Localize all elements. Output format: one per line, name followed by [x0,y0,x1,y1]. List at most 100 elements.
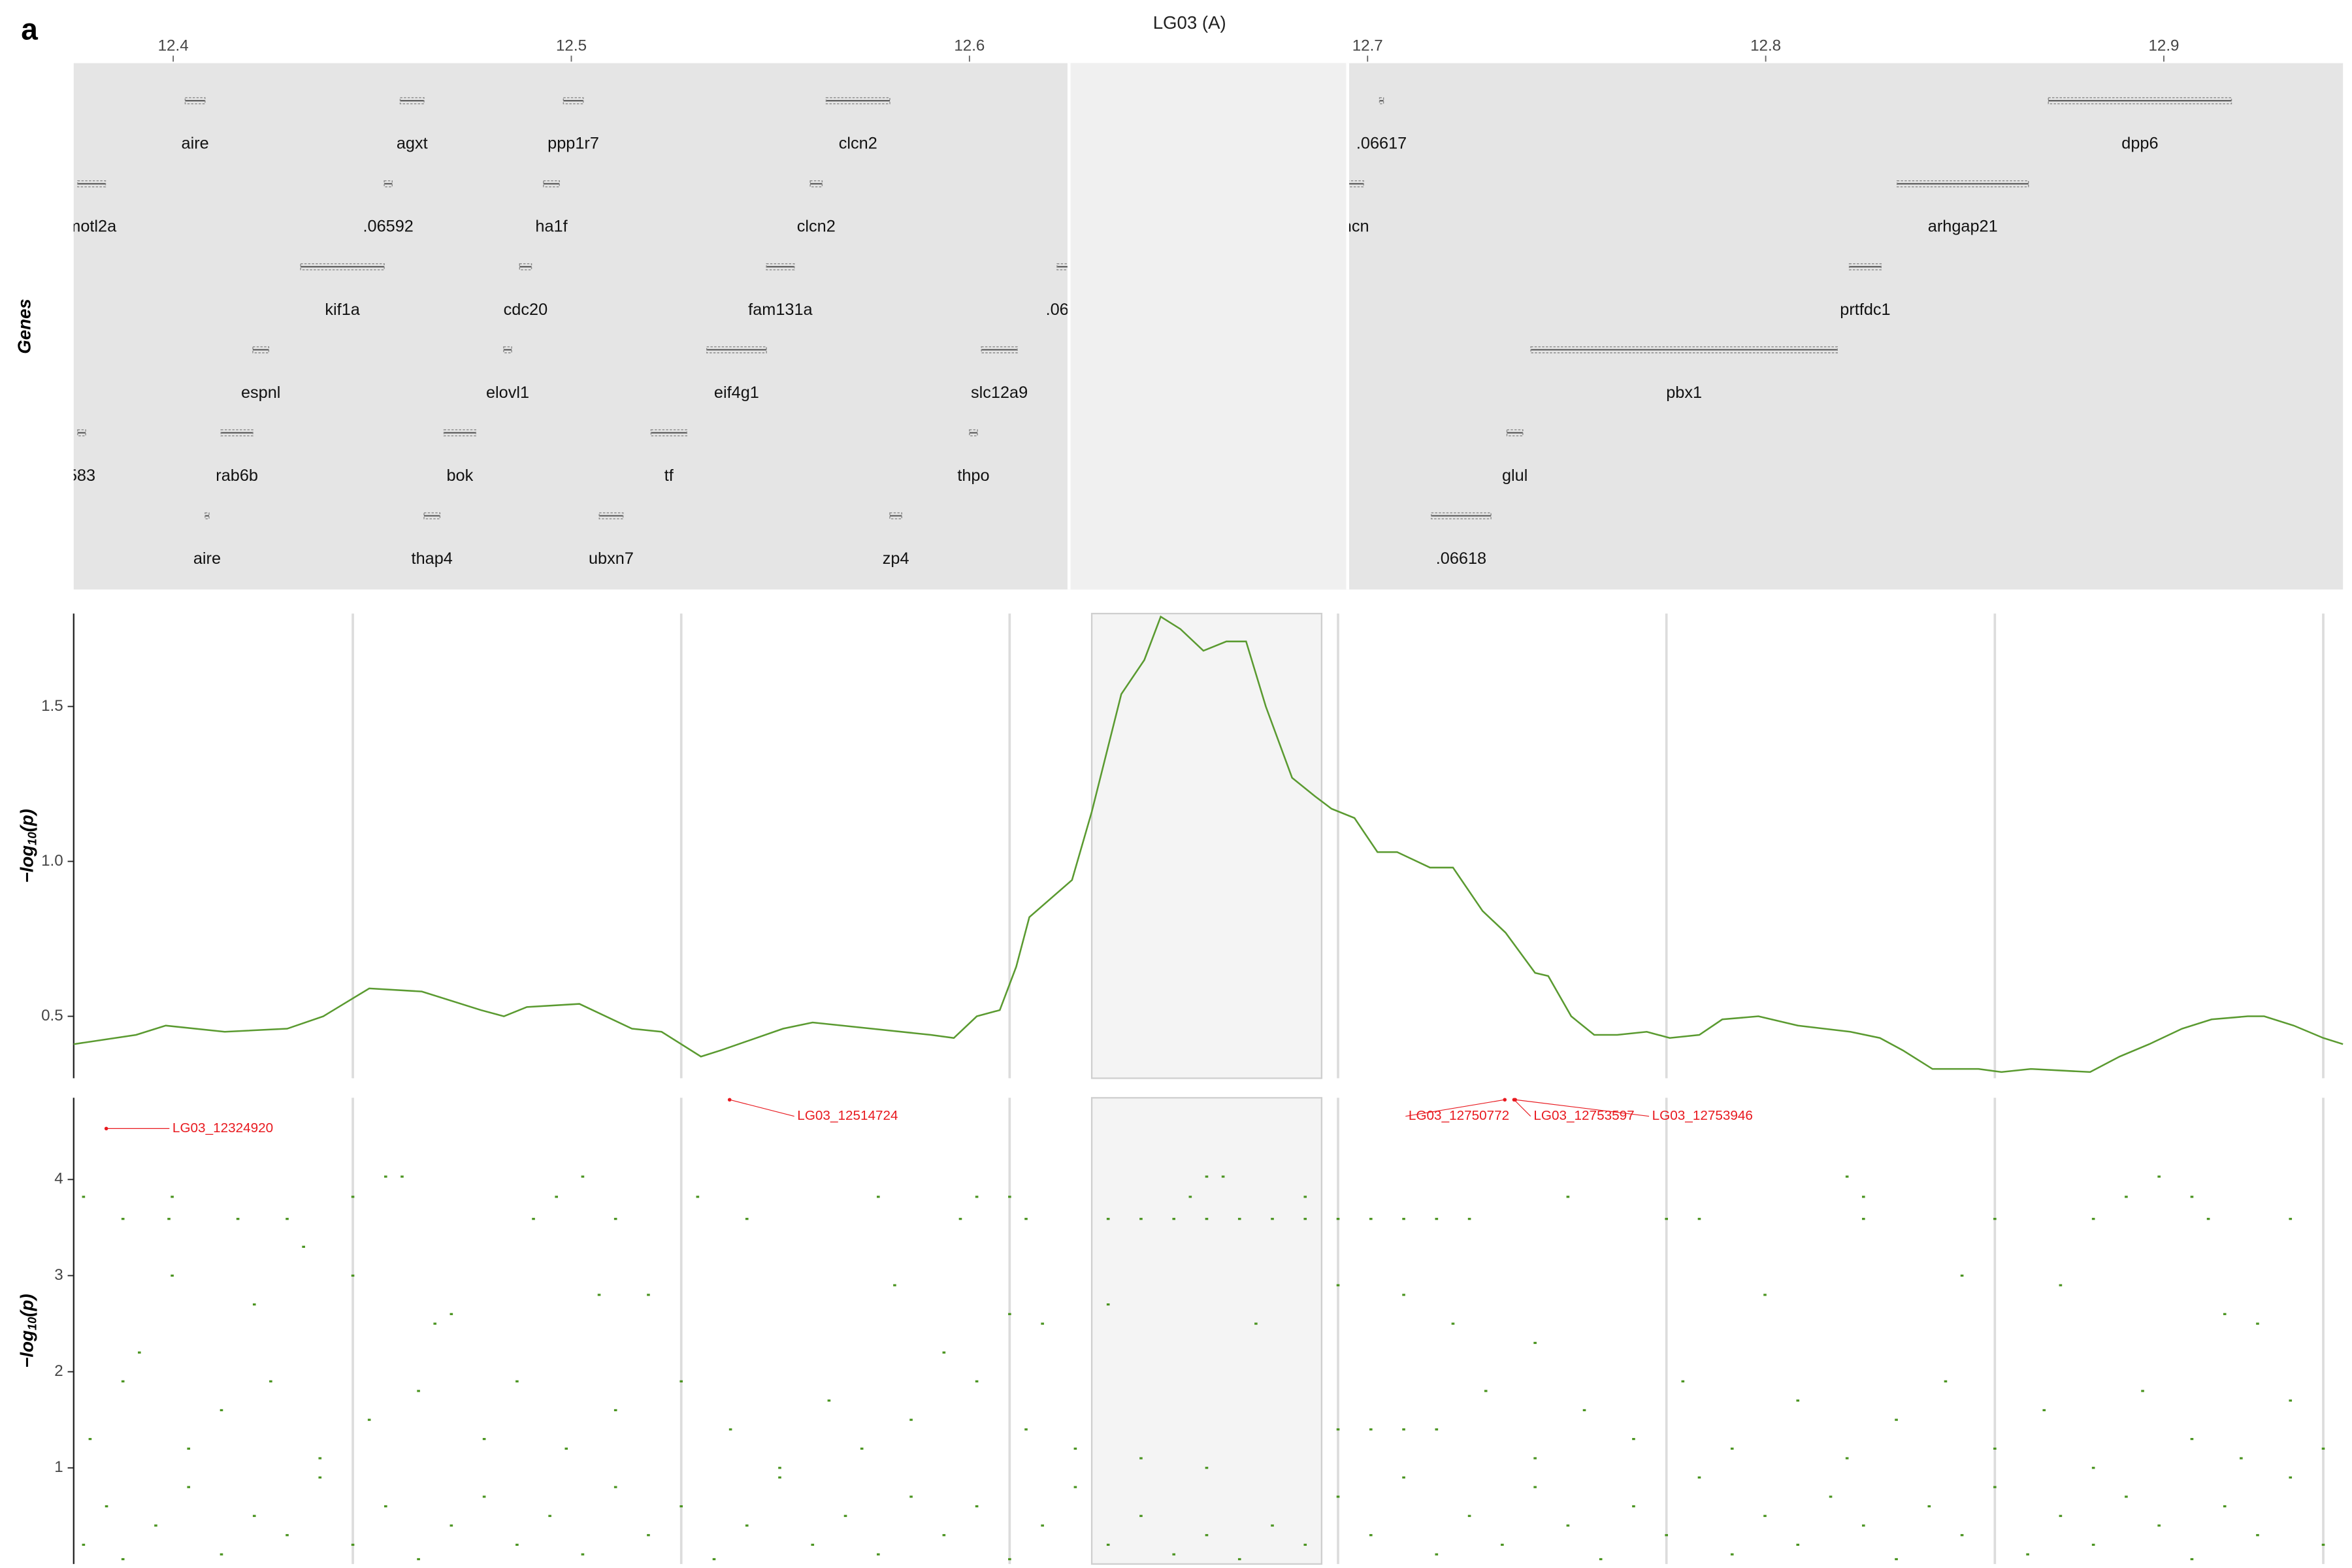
point [877,1553,880,1556]
highlight-region [1069,63,1348,590]
x-tick-label: 12.5 [556,37,587,55]
line-series [73,615,2344,1073]
gene-label: clcn2 [839,135,877,153]
point [2125,1196,2128,1198]
gene-body [650,429,687,436]
gene-body [2048,97,2232,105]
point [1336,1495,1340,1498]
point [433,1322,437,1325]
point [2091,1218,2095,1220]
annotation-leader [1514,1099,1531,1117]
gene-body [1379,97,1384,105]
gene-body [204,512,210,519]
point [1845,1457,1849,1460]
point [449,1524,453,1527]
point [827,1399,831,1402]
point [2091,1543,2095,1546]
point [1041,1524,1044,1527]
point [351,1196,355,1198]
gene-body [77,180,106,188]
point [647,1534,650,1537]
point [82,1543,86,1546]
point [220,1553,223,1556]
point [975,1505,979,1508]
point [167,1218,171,1220]
point [220,1409,223,1412]
point [555,1196,559,1198]
point [449,1313,453,1315]
point [105,1505,108,1508]
point [1451,1322,1455,1325]
point [1024,1428,1028,1431]
point [88,1437,92,1441]
point [482,1495,486,1498]
point [564,1447,568,1450]
point [1303,1196,1307,1198]
point [1665,1534,1669,1537]
point [1205,1534,1209,1537]
point [318,1476,322,1479]
gene-label: .06617 [1356,135,1407,153]
gene-body [706,346,767,353]
point [121,1218,125,1220]
y-tick-label: 1.0 [41,852,63,870]
annotation-point [104,1126,108,1131]
gene-body [598,512,624,519]
y-axis-title: −log10(p) [17,809,39,883]
point [400,1175,404,1178]
point [1681,1380,1685,1382]
gene-body [300,263,385,270]
point [1960,1274,1964,1277]
point [1172,1553,1176,1556]
point [1993,1218,1997,1220]
point [1254,1322,1258,1325]
highlight-region [1090,612,1323,1079]
point [1829,1495,1833,1498]
point [1008,1313,1011,1315]
point [1730,1447,1734,1450]
point [843,1514,847,1517]
gene-label: ha1f [535,218,568,236]
point [1697,1218,1701,1220]
point [1467,1218,1471,1220]
gene-label: thap4 [412,549,453,568]
point [1188,1196,1192,1198]
point [860,1447,864,1450]
point [2223,1313,2227,1315]
annotation-label: LG03_12324920 [172,1120,273,1135]
gene-label: bok [446,466,473,485]
point [1271,1524,1274,1527]
point [138,1351,141,1354]
gene-label: zp4 [883,549,909,568]
point [958,1218,962,1220]
gene-body [519,263,532,270]
point [581,1175,585,1178]
point [2256,1322,2259,1325]
annotation-point [727,1098,732,1102]
point [269,1380,272,1382]
gene-label: elovl1 [486,384,529,402]
point [679,1505,683,1508]
point [1336,1284,1340,1286]
annotation-label: LG03_12753946 [1652,1108,1753,1123]
point [1435,1553,1439,1556]
gene-label: .06618 [1436,549,1486,568]
y-tick-label: 1.5 [41,697,63,715]
point [1895,1558,1898,1561]
point [1106,1303,1110,1306]
point [1566,1524,1570,1527]
gene-label: thpo [957,466,989,485]
y-axis-title-part: 10 [25,1316,39,1330]
y-axis-title-part: 10 [25,832,39,845]
point [2190,1437,2194,1441]
point [1665,1218,1669,1220]
point [1402,1294,1405,1296]
point [1763,1294,1767,1296]
gene-label: glul [1502,466,1527,485]
point [1172,1218,1176,1220]
annotation-label: LG03_12750772 [1409,1108,1509,1123]
x-tick-label: 12.4 [158,37,189,55]
point [1008,1196,1011,1198]
points [82,1175,2325,1561]
